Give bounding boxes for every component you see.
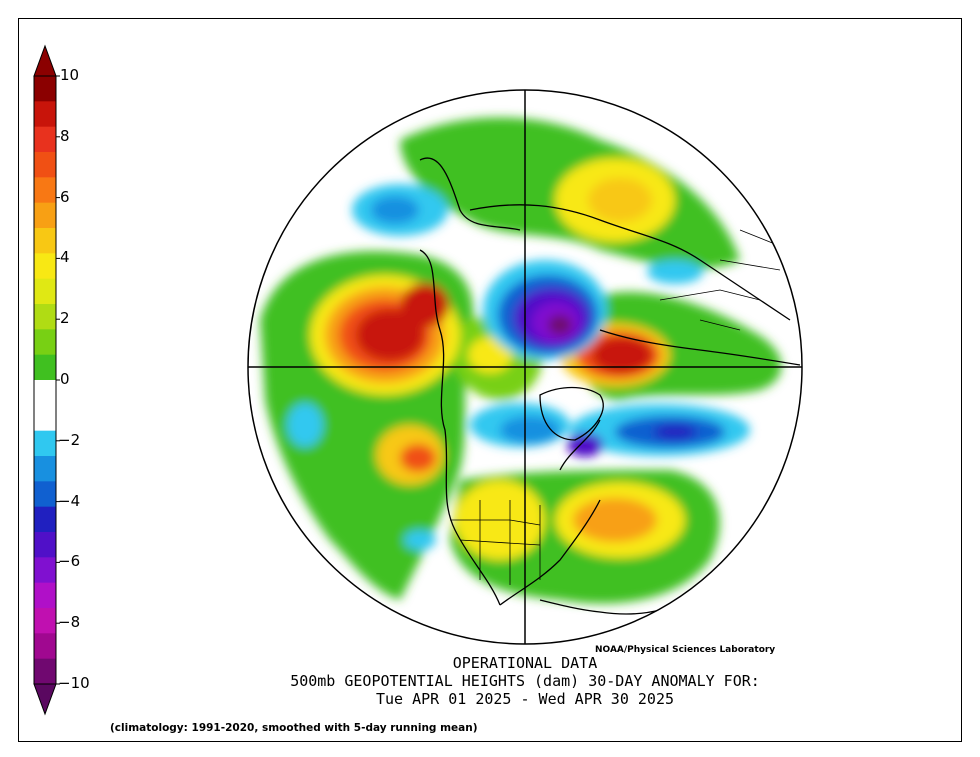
colorbar-swatch — [34, 582, 56, 609]
colorbar-ticks — [56, 75, 60, 685]
colorbar-swatch — [34, 608, 56, 634]
colorbar-swatch — [34, 506, 56, 533]
title-line-1: OPERATIONAL DATA — [452, 654, 598, 672]
coastlines — [419, 157, 801, 615]
colorbar-tick-label: −10 — [58, 674, 90, 692]
coastline-eurasia — [469, 204, 801, 366]
country-borders — [450, 229, 791, 585]
colorbar-swatch — [34, 557, 56, 584]
title-line-3: Tue APR 01 2025 - Wed APR 30 2025 — [375, 690, 674, 708]
colorbar-swatch — [34, 304, 56, 330]
colorbar-swatch — [34, 329, 56, 356]
colorbar-swatch — [34, 101, 56, 128]
anomaly-shading — [260, 117, 782, 604]
colorbar-swatch — [34, 405, 56, 432]
colorbar-tick-label: 2 — [60, 309, 70, 328]
coastline-north-america — [419, 249, 601, 606]
colorbar-swatch — [34, 380, 56, 406]
colorbar-swatch — [34, 177, 56, 204]
colorbar-arrow-bottom — [33, 683, 57, 716]
colorbar-swatch — [34, 278, 56, 305]
colorbar-tick-label: 6 — [60, 187, 70, 206]
colorbar-tick-label: −4 — [58, 491, 81, 510]
colorbar-tick-label: 4 — [60, 248, 70, 267]
colorbar-swatch — [34, 633, 56, 660]
climatology-footnote: (climatology: 1991-2020, smoothed with 5… — [110, 722, 478, 734]
colorbar-swatch — [34, 126, 56, 153]
coastline-caribbean — [539, 599, 661, 615]
colorbar-swatch — [34, 532, 56, 558]
colorbar-tick-label: 8 — [60, 126, 70, 145]
colorbar-tick-label: −8 — [58, 613, 81, 632]
colorbar-tick-label: −2 — [58, 430, 81, 449]
colorbar-swatch — [34, 202, 56, 229]
title-line-2: 500mb GEOPOTENTIAL HEIGHTS (dam) 30-DAY … — [290, 672, 760, 690]
anomaly-region-east-europe-low — [647, 260, 703, 284]
colorbar-swatch — [34, 481, 56, 508]
colorbar-tick-label: 10 — [60, 66, 80, 84]
colorbar-swatch — [34, 658, 56, 685]
colorbar-swatch — [34, 152, 56, 178]
colorbar-arrow-top — [33, 44, 57, 77]
colorbar-swatch — [34, 430, 56, 457]
credit-text: NOAA/Physical Sciences Laboratory — [595, 645, 776, 655]
colorbar-swatch — [34, 253, 56, 280]
colorbar-swatch — [34, 76, 56, 102]
anomaly-region-pacific-low — [287, 403, 323, 447]
coastline-east-asia — [419, 157, 521, 231]
colorbar-swatch — [34, 228, 56, 254]
colorbar-swatch — [34, 456, 56, 482]
coastline-greenland — [539, 386, 604, 441]
colorbar-swatch — [34, 354, 56, 381]
colorbar-tick-label: 0 — [60, 370, 70, 388]
colorbar-tick-label: −6 — [58, 552, 81, 571]
anomaly-region-california-low — [404, 530, 436, 550]
